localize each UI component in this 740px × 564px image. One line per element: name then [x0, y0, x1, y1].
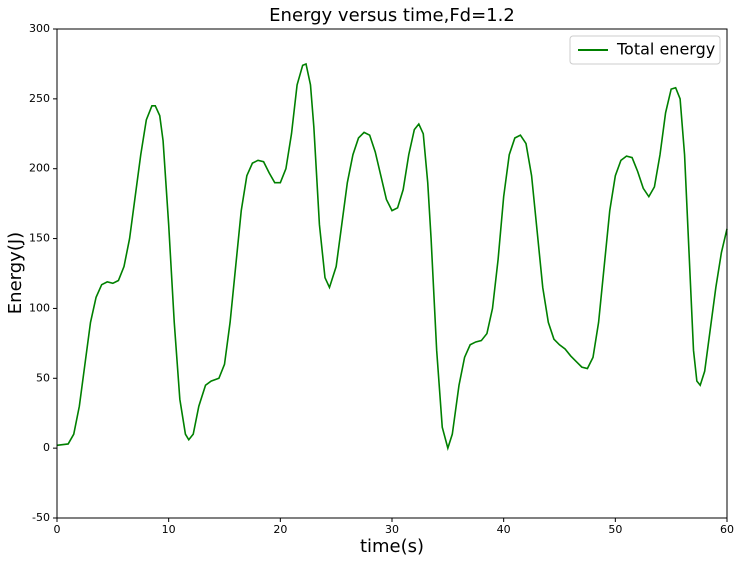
x-axis-label: time(s) [360, 536, 424, 557]
y-tick-label: 50 [36, 371, 50, 384]
legend-label: Total energy [616, 40, 715, 59]
y-tick-label: 200 [29, 162, 50, 175]
plot-frame [56, 28, 728, 519]
data-line [56, 62, 728, 451]
y-tick-label: 250 [29, 92, 50, 105]
y-axis-label: Energy(J) [5, 232, 26, 314]
x-tick-label: 10 [162, 523, 176, 536]
legend-box [569, 35, 721, 65]
x-tick-label: 0 [54, 523, 61, 536]
x-tick-label: 20 [273, 523, 287, 536]
x-tick-label: 50 [608, 523, 622, 536]
x-tick-label: 30 [385, 523, 399, 536]
chart-title: Energy versus time,Fd=1.2 [269, 5, 515, 26]
x-tick-label: 60 [720, 523, 734, 536]
y-tick-label: -50 [32, 511, 50, 524]
y-tick-label: 300 [29, 22, 50, 35]
x-tick-label: 40 [497, 523, 511, 536]
y-tick-label: 150 [29, 232, 50, 245]
y-tick-label: 0 [43, 441, 50, 454]
y-tick-label: 100 [29, 301, 50, 314]
